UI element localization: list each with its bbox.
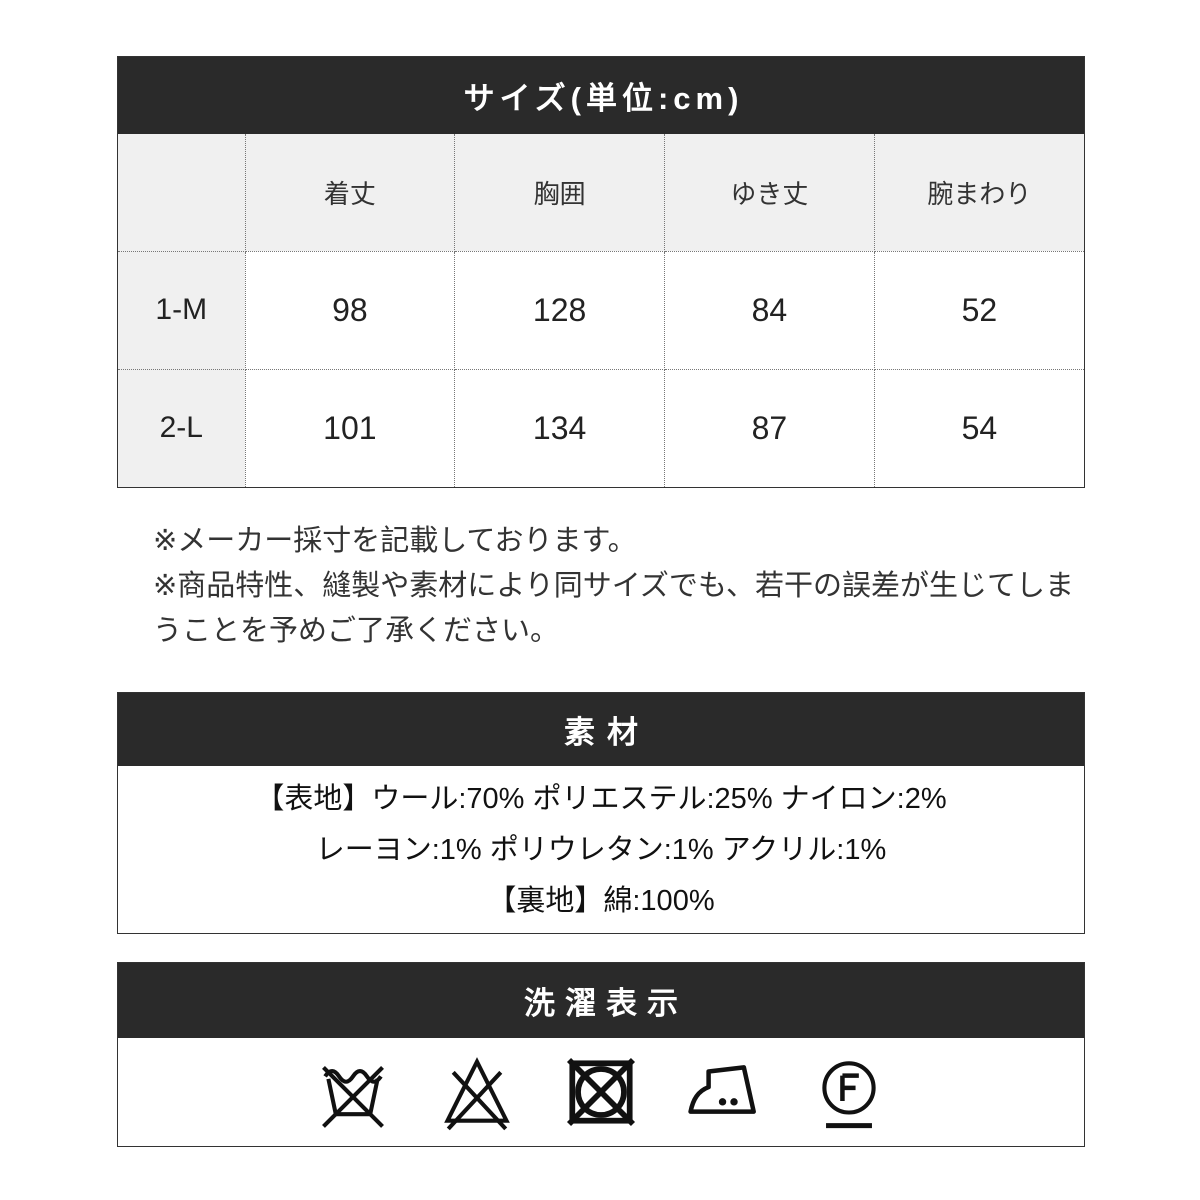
size-table-column-header: 胸囲 bbox=[454, 134, 665, 252]
size-row-label: 2-L bbox=[118, 368, 246, 487]
size-table-corner-cell bbox=[118, 134, 246, 252]
size-value-cell: 52 bbox=[873, 250, 1084, 370]
iron-two-dots-icon bbox=[684, 1051, 766, 1133]
note-line: ※メーカー採寸を記載しております。 bbox=[153, 525, 637, 557]
material-line: 【裏地】綿:100% bbox=[487, 885, 715, 917]
note-line: ※商品特性、縫製や素材により同サイズでも、若干の誤差が生じてしまうことを予めご了… bbox=[153, 570, 1074, 647]
size-section-title: サイズ(単位:cm) bbox=[463, 81, 744, 116]
do-not-bleach-icon bbox=[436, 1051, 518, 1133]
table-row: 2-L 101 134 87 54 bbox=[118, 368, 1084, 487]
care-section-title: 洗濯表示 bbox=[524, 986, 688, 1021]
size-value-cell: 101 bbox=[244, 368, 456, 487]
size-value-cell: 84 bbox=[664, 250, 875, 370]
material-line: 【表地】ウール:70% ポリエステル:25% ナイロン:2% bbox=[255, 783, 947, 815]
material-line: レーヨン:1% ポリウレタン:1% アクリル:1% bbox=[315, 834, 887, 866]
gentle-dry-clean-f-icon bbox=[808, 1051, 890, 1133]
size-table-column-header: ゆき丈 bbox=[664, 134, 875, 252]
material-content: 【表地】ウール:70% ポリエステル:25% ナイロン:2% レーヨン:1% ポ… bbox=[118, 766, 1084, 933]
size-table-column-header: 着丈 bbox=[244, 134, 456, 252]
size-value-cell: 128 bbox=[454, 250, 665, 370]
size-section: サイズ(単位:cm) 着丈 胸囲 ゆき丈 腕まわり 1-M 98 128 bbox=[117, 56, 1085, 488]
material-section: 素材 【表地】ウール:70% ポリエステル:25% ナイロン:2% レーヨン:1… bbox=[117, 692, 1085, 934]
material-section-title: 素材 bbox=[564, 715, 650, 750]
size-table-header-row: 着丈 胸囲 ゆき丈 腕まわり bbox=[118, 134, 1084, 252]
size-table: 着丈 胸囲 ゆき丈 腕まわり 1-M 98 128 84 52 2-L 101 bbox=[118, 134, 1084, 487]
do-not-wash-icon bbox=[312, 1051, 394, 1133]
size-section-header: サイズ(単位:cm) bbox=[118, 57, 1084, 134]
size-table-column-header: 腕まわり bbox=[873, 134, 1084, 252]
size-value-cell: 134 bbox=[454, 368, 665, 487]
care-section-header: 洗濯表示 bbox=[118, 963, 1084, 1038]
care-symbols-row bbox=[118, 1038, 1084, 1146]
size-row-label: 1-M bbox=[118, 250, 246, 370]
do-not-tumble-dry-icon bbox=[560, 1051, 642, 1133]
product-spec-page: サイズ(単位:cm) 着丈 胸囲 ゆき丈 腕まわり 1-M 98 128 bbox=[117, 0, 1085, 1147]
table-row: 1-M 98 128 84 52 bbox=[118, 250, 1084, 370]
care-section: 洗濯表示 bbox=[117, 962, 1085, 1147]
size-value-cell: 87 bbox=[664, 368, 875, 487]
measurement-notes: ※メーカー採寸を記載しております。 ※商品特性、縫製や素材により同サイズでも、若… bbox=[117, 519, 1085, 654]
material-section-header: 素材 bbox=[118, 693, 1084, 766]
size-value-cell: 54 bbox=[873, 368, 1084, 487]
size-value-cell: 98 bbox=[244, 250, 456, 370]
